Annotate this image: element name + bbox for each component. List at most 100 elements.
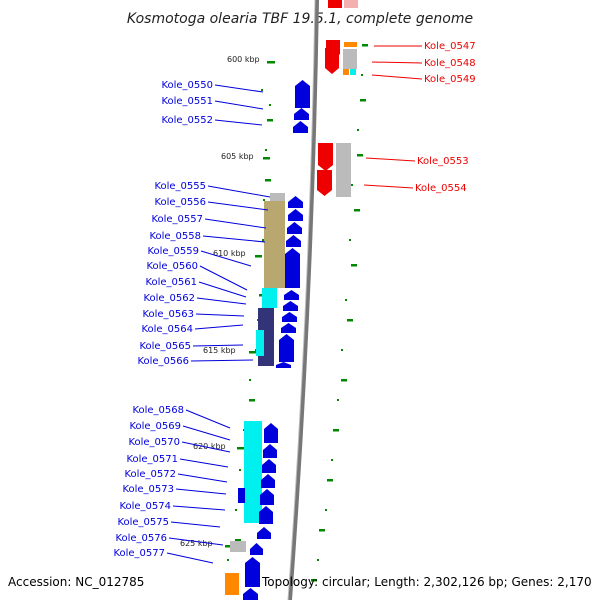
right-gene-labels: Kole_0547 Kole_0548 Kole_0549 Kole_0553 Kole… [363, 41, 476, 194]
gene-leader-line [371, 61, 423, 64]
gene-tracks [225, 0, 358, 600]
gene-leader-line [204, 218, 267, 229]
gene-block-arrow [257, 527, 271, 539]
gene-leader-line [202, 235, 266, 243]
gene-top-partial [328, 0, 342, 8]
gene-leader-line [166, 552, 214, 564]
gene-label-left: Kole_0572 [124, 469, 176, 480]
gene-leader-line [371, 74, 423, 80]
gene-block-arrow [259, 506, 273, 524]
tick-mark [357, 154, 363, 157]
tick-mark [265, 179, 271, 182]
gene-leader-line [363, 184, 414, 189]
gene-block-arrow [285, 248, 300, 288]
feature-orange-0549 [343, 69, 349, 75]
feature-blue-small [238, 488, 245, 503]
gene-block-arrow [279, 334, 294, 362]
gene-label-left: Kole_0557 [151, 214, 203, 225]
kbp-marker-label: 600 kbp [227, 55, 260, 64]
tick-dot [235, 509, 237, 511]
gene-block-arrow [262, 459, 276, 473]
gene-leader-line [192, 344, 244, 347]
kbp-tick [225, 545, 232, 548]
gene-label-left: Kole_0562 [143, 293, 195, 304]
gene-label-right: Kole_0553 [417, 156, 469, 167]
left-gene-labels: Kole_0550 Kole_0551 Kole_0552 Kole_0555 Kole… [113, 80, 271, 564]
tick-mark [333, 429, 339, 432]
gene-leader-line [175, 488, 227, 495]
kbp-marker-label: 625 kbp [180, 539, 213, 548]
kbp-tick [249, 351, 256, 354]
gene-label-left: Kole_0560 [146, 261, 198, 272]
gene-leader-line [207, 185, 271, 198]
gene-label-left: Kole_0577 [113, 548, 165, 559]
feature-grey-0548 [343, 49, 357, 69]
gene-kole-0548 [325, 48, 339, 74]
tick-dot [249, 379, 251, 381]
feature-top-partial [344, 0, 358, 8]
gene-label-right: Kole_0549 [424, 74, 476, 85]
gene-leader-line [195, 313, 245, 317]
gene-leader-line [170, 521, 221, 528]
tick-dot [325, 509, 327, 511]
feature-orange-0577 [225, 573, 239, 595]
gene-kole-0554 [317, 170, 332, 196]
tick-mark [249, 399, 255, 402]
gene-leader-line [172, 505, 226, 511]
gene-kole-0576 [250, 543, 263, 555]
tick-dot [357, 129, 359, 131]
tick-dot [345, 299, 347, 301]
gene-label-left: Kole_0559 [147, 246, 199, 257]
gene-label-left: Kole_0573 [122, 484, 174, 495]
tick-dot [351, 184, 353, 186]
gene-label-left: Kole_0561 [145, 277, 197, 288]
gene-block-arrow [286, 235, 301, 247]
tick-mark [362, 44, 368, 47]
feature-cyan-0549 [350, 69, 356, 75]
feature-grey-0576 [230, 541, 246, 552]
gene-label-left: Kole_0570 [128, 437, 180, 448]
gene-label-left: Kole_0576 [115, 533, 167, 544]
gene-label-right: Kole_0547 [424, 41, 476, 52]
gene-label-right: Kole_0554 [415, 183, 467, 194]
gene-leader-line [185, 409, 231, 429]
tick-mark [351, 264, 357, 267]
accession-text: Accession: NC_012785 [8, 575, 144, 589]
gene-leader-line [200, 250, 252, 267]
gene-block-arrow [283, 301, 298, 311]
gene-kole-0552 [293, 121, 308, 133]
gene-leader-line [214, 119, 263, 126]
gene-label-left: Kole_0565 [139, 341, 191, 352]
gene-block-arrow [264, 423, 278, 443]
gene-block-arrow [282, 312, 297, 322]
kbp-marker-label: 615 kbp [203, 346, 236, 355]
gene-label-left: Kole_0551 [161, 96, 213, 107]
gene-block-arrow [261, 474, 275, 488]
tick-mark [354, 209, 360, 212]
gene-leader-line [194, 324, 244, 330]
feature-grey-0553 [336, 143, 351, 197]
tick-dot [263, 199, 265, 201]
gene-block-arrow [281, 323, 296, 333]
gene-block-arrow [276, 362, 291, 368]
gene-block-arrow [288, 196, 303, 208]
feature-cyan-block [262, 288, 277, 308]
gene-kole-0550 [295, 80, 310, 108]
gene-leader-line [198, 281, 247, 298]
tick-dot [239, 469, 241, 471]
gene-leader-line [196, 297, 247, 305]
gene-label-left: Kole_0563 [142, 309, 194, 320]
gene-label-left: Kole_0568 [132, 405, 184, 416]
tick-dot [227, 559, 229, 561]
gene-block-arrow [284, 290, 299, 300]
tick-mark [311, 579, 317, 582]
topology-text: Topology: circular; Length: 2,302,126 bp… [261, 575, 592, 589]
gene-block-arrow [260, 489, 274, 505]
kbp-tick [267, 61, 274, 64]
feature-olive-block [264, 201, 285, 288]
kbp-marker-label: 610 kbp [213, 249, 246, 258]
gene-label-left: Kole_0569 [129, 421, 181, 432]
gene-label-left: Kole_0550 [161, 80, 213, 91]
tick-dot [317, 559, 319, 561]
